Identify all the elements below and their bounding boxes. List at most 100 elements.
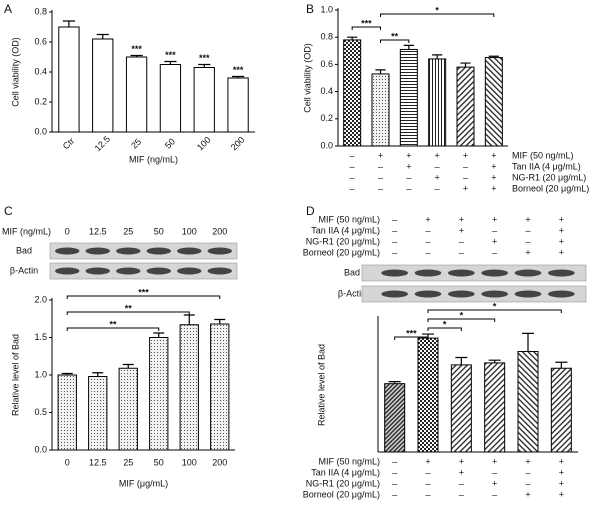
condition-sign: + [559,489,564,499]
error-bar [488,55,499,58]
condition-sign: + [559,214,564,224]
blot-band [85,267,110,275]
condition-sign: – [435,161,440,171]
comparison-bracket [427,309,562,313]
y-tick-label: 1.0 [34,369,47,379]
error-bar [61,372,73,375]
bar [450,364,472,453]
condition-sign: – [459,489,464,499]
x-tick-label: 0 [65,457,70,467]
condition-sign: + [406,161,411,171]
comparison-bracket [380,13,495,17]
condition-sign: + [425,214,430,224]
blot-row-label: β-Actin [338,288,366,298]
condition-sign: + [491,172,496,182]
condition-label: NG-R1 (20 μg/mL) [306,478,380,488]
blot-band [481,269,508,277]
y-tick-label: 2.0 [34,294,47,304]
bar [371,73,390,147]
condition-sign: + [459,456,464,466]
condition-sign: – [425,489,430,499]
blot-band [514,290,542,298]
condition-sign: – [435,183,440,193]
condition-sign: – [525,236,530,246]
blot-band [85,247,110,255]
condition-label: Borneol (20 μg/mL) [303,489,380,499]
bar [159,64,182,133]
condition-sign: – [425,247,430,257]
error-bar [403,44,414,50]
comparison-label: * [443,319,447,329]
condition-sign: – [378,172,383,182]
condition-sign: – [392,247,397,257]
condition-label: Tan IIA (4 μg/mL) [512,161,581,171]
y-tick-label: 1.5 [34,332,47,342]
blot-band [414,269,442,277]
condition-sign: – [492,247,497,257]
condition-sign: – [406,183,411,193]
condition-label: Tan IIA (4 μg/mL) [311,467,380,477]
blot-header: MIF (ng/mL) [2,226,51,236]
bar [517,351,539,453]
condition-sign: + [525,247,530,257]
error-bar [96,33,109,39]
error-bar [62,20,76,27]
y-tick-label: 0.8 [34,6,47,16]
y-axis-label: Cell viability (OD) [302,43,312,113]
x-tick-label: 12.5 [93,134,112,153]
y-tick-label: 0.0 [34,444,47,454]
y-tick-label: 0.2 [34,96,47,106]
bar [57,374,77,451]
condition-sign: + [559,247,564,257]
error-bar [164,60,177,65]
significance-label: *** [233,65,244,75]
blot-band [514,269,542,277]
blot-band [207,247,232,255]
bar [210,323,230,451]
condition-sign: + [492,236,497,246]
condition-sign: – [425,467,430,477]
blot-band [207,267,232,275]
bar [193,67,215,133]
error-bar [375,69,386,74]
blot-band [55,267,80,275]
blot-row-label: Bad [16,245,32,255]
y-tick-label: 0.6 [34,36,47,46]
y-tick-label: 0.4 [320,86,333,96]
x-tick-label: 25 [129,136,143,150]
condition-sign: + [435,172,440,182]
y-tick-label: 0.5 [34,407,47,417]
blot-strip [49,242,238,260]
error-bar [460,62,471,68]
condition-sign: – [525,478,530,488]
condition-sign: – [425,478,430,488]
bar [343,39,362,147]
blot-band [116,267,141,275]
comparison-bracket [380,39,410,43]
comparison-bracket [427,327,462,331]
condition-sign: – [392,214,397,224]
condition-sign: – [350,172,355,182]
error-bar [198,63,211,68]
condition-sign: + [525,489,530,499]
condition-label: Tan IIA (4 μg/mL) [311,225,380,235]
bar [58,26,80,133]
condition-sign: – [492,467,497,477]
condition-sign: + [559,236,564,246]
y-tick-label: 0.2 [320,113,333,123]
x-axis-label: MIF (μg/mL) [119,478,168,488]
error-bar [214,318,226,324]
bar [118,367,138,451]
condition-sign: – [350,183,355,193]
condition-sign: – [378,161,383,171]
condition-sign: – [425,225,430,235]
comparison-label: *** [361,18,372,28]
error-bar [231,75,245,78]
condition-label: NG-R1 (20 μg/mL) [306,236,380,246]
x-tick-label: 200 [212,457,227,467]
blot-lane-label: 12.5 [89,226,107,236]
comparison-label: ** [391,31,399,41]
condition-sign: – [350,150,355,160]
x-tick-label: 50 [154,457,164,467]
condition-label: Borneol (20 μg/mL) [512,183,589,193]
